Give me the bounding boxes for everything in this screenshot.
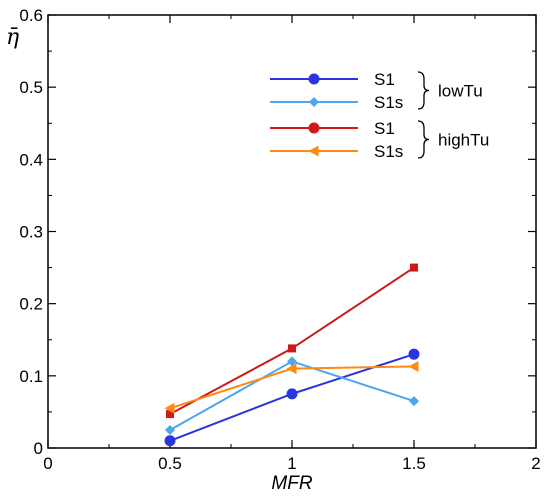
x-tick-label: 2 [531,454,540,473]
y-tick-label: 0.4 [19,150,43,169]
data-point [286,388,298,400]
series-line [169,365,415,410]
legend-brace [417,120,430,159]
legend-label: S1 [374,70,395,89]
series-lowTu-S1s [165,356,419,435]
y-tick-label: 0 [34,439,43,458]
series-highTu-S1s [164,360,419,414]
data-point [166,410,174,419]
legend-brace [417,71,430,110]
data-point [409,396,419,407]
legend-marker [308,145,319,157]
x-axis-title: MFR [271,473,312,494]
data-point [165,424,175,435]
legend-label: S1s [374,142,403,161]
legend-item: S1 [270,119,395,138]
y-axis-title: η̄ [6,25,19,50]
data-point [286,363,297,375]
y-tick-label: 0.6 [19,6,43,25]
legend: S1 S1s S1 S1s lowTu highTu [270,70,489,161]
y-tick-label: 0.2 [19,295,43,314]
legend-marker [309,97,319,107]
legend-item: S1s [270,142,403,161]
legend-group-label: lowTu [438,82,483,101]
y-tick-label: 0.1 [19,367,43,386]
data-series [164,263,420,447]
legend-group-label: highTu [438,131,489,150]
legend-item: S1 [270,70,395,89]
legend-marker [308,122,320,134]
data-point [408,360,419,372]
data-point [164,435,176,447]
legend-item: S1s [270,93,403,112]
legend-label: S1s [374,93,403,112]
data-point [288,344,296,353]
x-tick-label: 0.5 [158,454,182,473]
legend-label: S1 [374,119,395,138]
data-point [164,402,175,414]
x-tick-label: 0 [43,454,52,473]
x-tick-label: 1 [287,454,296,473]
axis-ticks: 0 0.5 1 1.5 2 0 0.1 0.2 0.3 0.4 0.5 0.6 [19,6,540,473]
data-point [408,348,420,360]
series-highTu-S1 [166,263,418,419]
y-tick-label: 0.5 [19,78,43,97]
y-tick-label: 0.3 [19,223,43,242]
legend-marker [308,73,320,85]
data-point [410,263,418,272]
x-tick-label: 1.5 [402,454,426,473]
data-point [287,356,297,367]
